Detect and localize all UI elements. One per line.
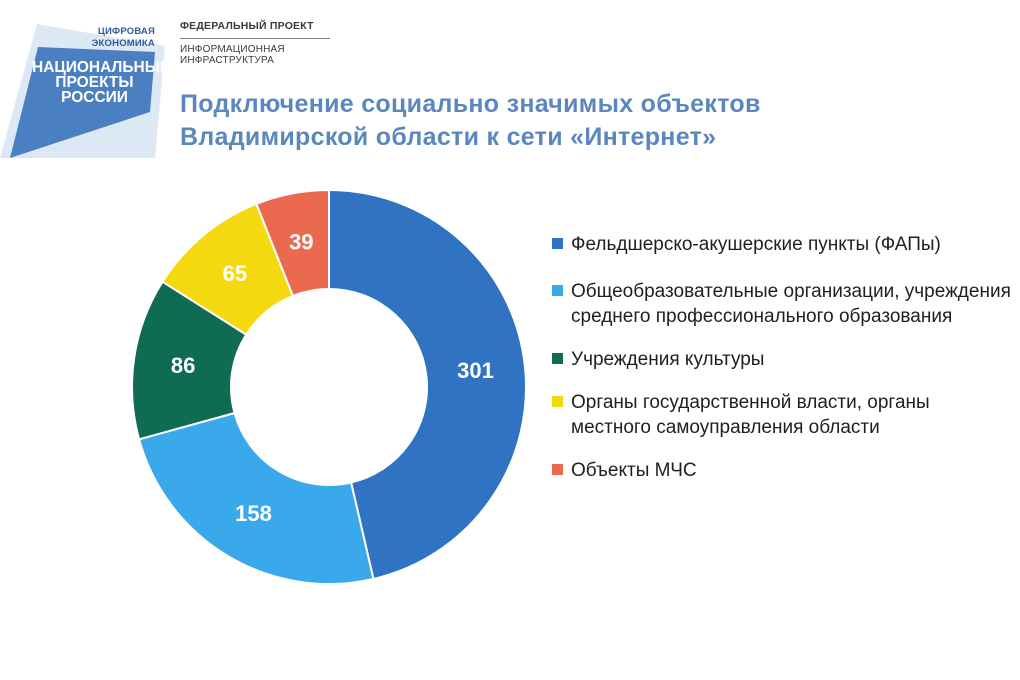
legend-swatch-4 — [552, 396, 563, 407]
logo-title-line2: ПРОЕКТЫ — [55, 74, 134, 91]
legend-label-4: Органы государственной власти, органы ме… — [571, 392, 930, 438]
donut-data-label-2: 158 — [235, 501, 272, 526]
logo-shape — [10, 47, 155, 158]
legend-item-4: Органы государственной власти, органы ме… — [552, 390, 1012, 440]
chart-title-line1: Подключение социально значимых объектов — [180, 90, 761, 118]
chart-title-line2: Владимирской области к сети «Интернет» — [180, 123, 717, 151]
donut-data-label-4: 65 — [223, 261, 247, 286]
donut-slice-5 — [255, 188, 330, 298]
donut-data-label-3: 86 — [171, 353, 195, 378]
legend-item-2: Общеобразовательные организации, учрежде… — [552, 279, 1012, 329]
legend-swatch-5 — [552, 464, 563, 475]
logo-caption-line1: ЦИФРОВАЯ — [97, 26, 155, 37]
donut-slice-2 — [137, 411, 375, 585]
logo-title-line1: НАЦИОНАЛЬНЫЕ — [32, 59, 171, 76]
logo-caption-line2: ЭКОНОМИКА — [91, 38, 155, 49]
federal-project-block: ФЕДЕРАЛЬНЫЙ ПРОЕКТ ИНФОРМАЦИОННАЯ ИНФРАС… — [180, 20, 380, 66]
legend-item-3: Учреждения культуры — [552, 347, 1012, 372]
legend-item-1: Фельдшерско-акушерские пункты (ФАПы) — [552, 232, 1012, 257]
chart-legend: Фельдшерско-акушерские пункты (ФАПы) Обще… — [552, 232, 1012, 483]
legend-swatch-2 — [552, 285, 563, 296]
donut-slice-1 — [328, 188, 527, 581]
logo-title-line3: РОССИИ — [61, 89, 128, 106]
federal-project-title: ФЕДЕРАЛЬНЫЙ ПРОЕКТ — [180, 20, 314, 32]
federal-project-name-line1: ИНФОРМАЦИОННАЯ — [180, 44, 285, 55]
legend-label-5: Объекты МЧС — [571, 460, 697, 481]
legend-label-3: Учреждения культуры — [571, 349, 765, 370]
legend-label-1: Фельдшерско-акушерские пункты (ФАПы) — [571, 234, 941, 255]
legend-swatch-1 — [552, 238, 563, 249]
federal-project-divider — [180, 38, 330, 39]
legend-item-5: Объекты МЧС — [552, 458, 1012, 483]
legend-swatch-3 — [552, 353, 563, 364]
donut-data-label-5: 39 — [289, 230, 313, 255]
donut-data-label-1: 301 — [457, 358, 494, 383]
chart-title: Подключение социально значимых объектов … — [180, 88, 761, 154]
national-projects-logo — [0, 24, 165, 158]
legend-label-2: Общеобразовательные организации, учрежде… — [571, 281, 1011, 327]
donut-slice-3 — [131, 280, 248, 441]
federal-project-name-line2: ИНФРАСТРУКТУРА — [180, 55, 275, 66]
